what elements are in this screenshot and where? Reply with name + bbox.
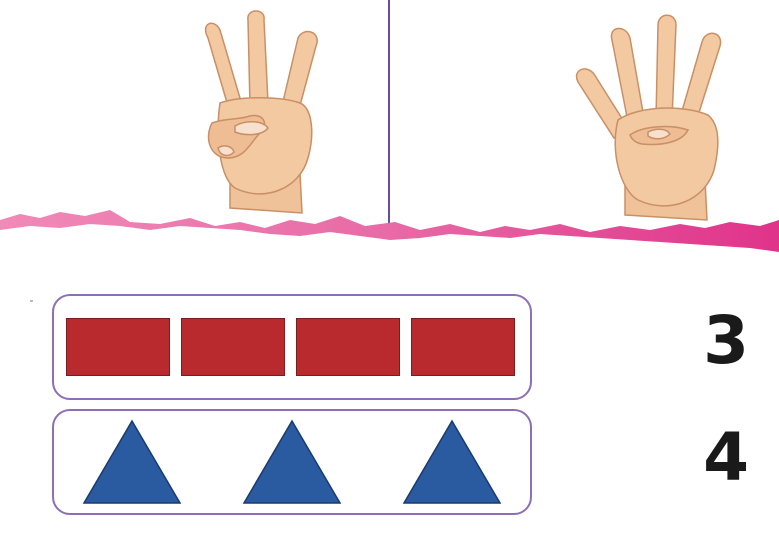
hands-panel	[0, 0, 779, 252]
torn-paper-strip	[0, 210, 779, 252]
red-square	[296, 318, 400, 376]
number-four[interactable]: 4	[703, 419, 749, 496]
number-three[interactable]: 3	[703, 302, 749, 379]
triangles-row-box	[52, 409, 532, 515]
three-fingers-hand-icon	[204, 10, 318, 214]
panel-divider	[388, 0, 390, 228]
squares-row-box	[52, 294, 532, 400]
red-square	[66, 318, 170, 376]
decorative-speck	[30, 300, 33, 302]
red-square	[181, 318, 285, 376]
red-square	[411, 318, 515, 376]
blue-triangle	[242, 419, 342, 504]
four-fingers-hand-icon	[575, 14, 722, 221]
blue-triangle	[82, 419, 182, 504]
blue-triangle	[402, 419, 502, 504]
